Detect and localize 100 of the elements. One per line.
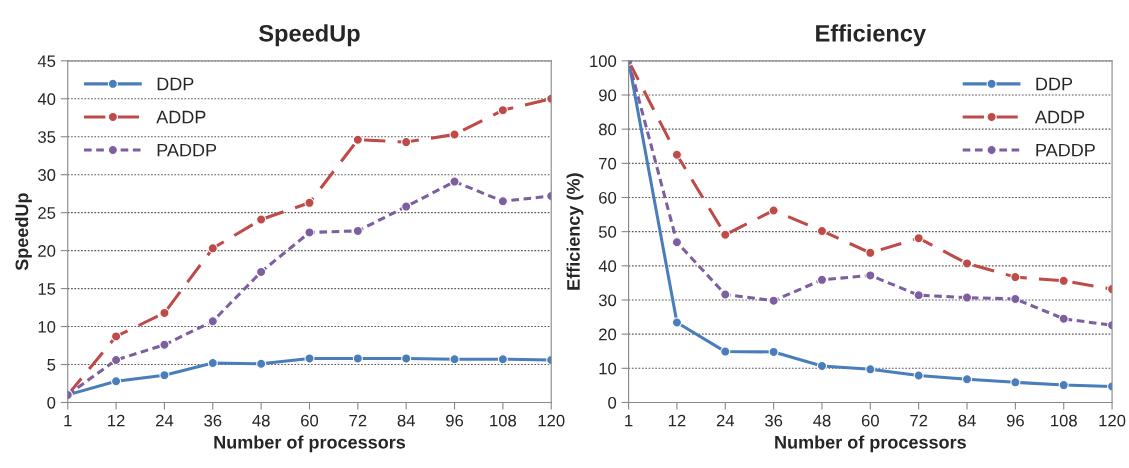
x-tick-label: 36 [204,414,222,427]
point [913,370,924,381]
point [401,137,412,148]
point [352,353,363,364]
point [401,201,412,212]
point [304,353,315,364]
x-tick-label: 96 [1006,414,1024,427]
point [720,346,731,357]
point [401,353,412,364]
point [1058,380,1069,391]
y-tick-label: 0 [608,396,617,409]
point [671,237,682,248]
x-tick-label: 48 [252,414,270,427]
point [865,270,876,281]
x-tick-label: 48 [813,414,831,427]
point [1058,275,1069,286]
y-tick-label: 50 [598,226,617,238]
y-tick-label: 35 [38,131,56,143]
point [961,258,973,269]
point [304,197,315,208]
y-tick-label: 20 [599,328,617,341]
legend-label: DDP [157,77,194,91]
point [304,227,315,238]
x-axis-title: Number of processors [214,435,406,453]
point [1010,272,1021,283]
point [497,196,508,207]
y-tick-label: 100 [590,55,617,68]
point [111,354,122,365]
legend-label: PADDP [157,143,217,157]
y-tick-label: 40 [598,260,617,273]
point [816,274,828,285]
x-tick-label: 1 [64,414,72,427]
y-tick-label: 15 [38,283,56,295]
legend-label: ADDP [1034,110,1085,124]
point [159,307,170,318]
point [256,358,267,369]
x-tick-label: 72 [349,414,367,427]
point [1010,293,1021,304]
point [207,357,218,369]
x-tick-label: 84 [958,414,976,427]
x-tick-label: 108 [1051,414,1077,427]
point [768,346,779,357]
y-tick-label: 40 [37,93,56,105]
point [111,376,122,387]
point [449,176,460,187]
point [720,289,731,300]
y-tick-label: 80 [598,123,617,136]
x-tick-label: 60 [301,414,319,427]
y-tick-label: 30 [598,294,617,307]
point [497,105,508,116]
x-tick-label: 24 [716,414,735,427]
x-tick-label: 108 [490,414,517,427]
x-axis-title: Number of processors [775,435,966,453]
point [159,370,170,381]
point [352,134,363,145]
chart-title: SpeedUp [259,24,360,47]
point [1010,377,1021,388]
point [111,331,122,342]
chart-title: Efficiency [816,24,926,47]
x-tick-label: 120 [1099,414,1126,427]
x-tick-label: 1 [625,414,633,427]
y-tick-label: 10 [38,320,56,333]
point [159,339,170,350]
point [671,149,682,160]
x-tick-label: 36 [764,414,783,427]
y-tick-label: 30 [38,169,56,181]
y-tick-label: 90 [599,89,617,102]
point [961,292,973,303]
point [256,266,267,277]
point [207,243,218,254]
y-tick-label: 60 [599,191,617,204]
point [449,129,460,140]
y-tick-label: 25 [38,207,56,219]
x-tick-label: 84 [397,414,415,427]
point [913,290,924,301]
point [497,354,508,365]
y-tick-label: 45 [37,55,56,68]
y-tick-label: 5 [47,359,56,371]
x-tick-label: 24 [156,414,174,427]
point [720,229,731,240]
point [816,225,828,237]
x-tick-label: 96 [446,414,464,427]
point [256,214,267,225]
legend-label: ADDP [156,110,206,124]
x-tick-label: 12 [668,414,686,427]
point [768,295,779,306]
point [1058,313,1069,324]
point [865,364,876,375]
point [816,360,828,371]
legend-label: PADDP [1036,143,1095,157]
y-tick-label: 70 [599,157,617,170]
point [865,247,876,258]
point [207,316,218,327]
y-axis-title: SpeedUp [15,193,32,271]
y-axis-title: Efficiency (%) [566,173,584,290]
y-tick-label: 0 [47,396,56,409]
x-tick-label: 12 [108,414,125,427]
x-tick-label: 60 [861,414,879,427]
point [449,354,460,365]
y-tick-label: 10 [599,362,617,375]
